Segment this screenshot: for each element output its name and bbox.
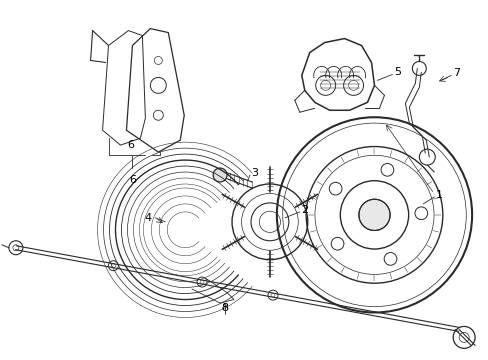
Text: 6: 6	[127, 140, 134, 150]
Text: 6: 6	[129, 175, 136, 185]
Text: 7: 7	[452, 68, 459, 78]
Text: 5: 5	[393, 67, 400, 77]
Text: 4: 4	[144, 213, 152, 223]
Text: 3: 3	[251, 168, 258, 178]
Circle shape	[358, 199, 389, 230]
Text: 8: 8	[221, 302, 228, 312]
Text: 2: 2	[301, 205, 308, 215]
Circle shape	[213, 168, 226, 182]
Text: 1: 1	[435, 190, 442, 200]
